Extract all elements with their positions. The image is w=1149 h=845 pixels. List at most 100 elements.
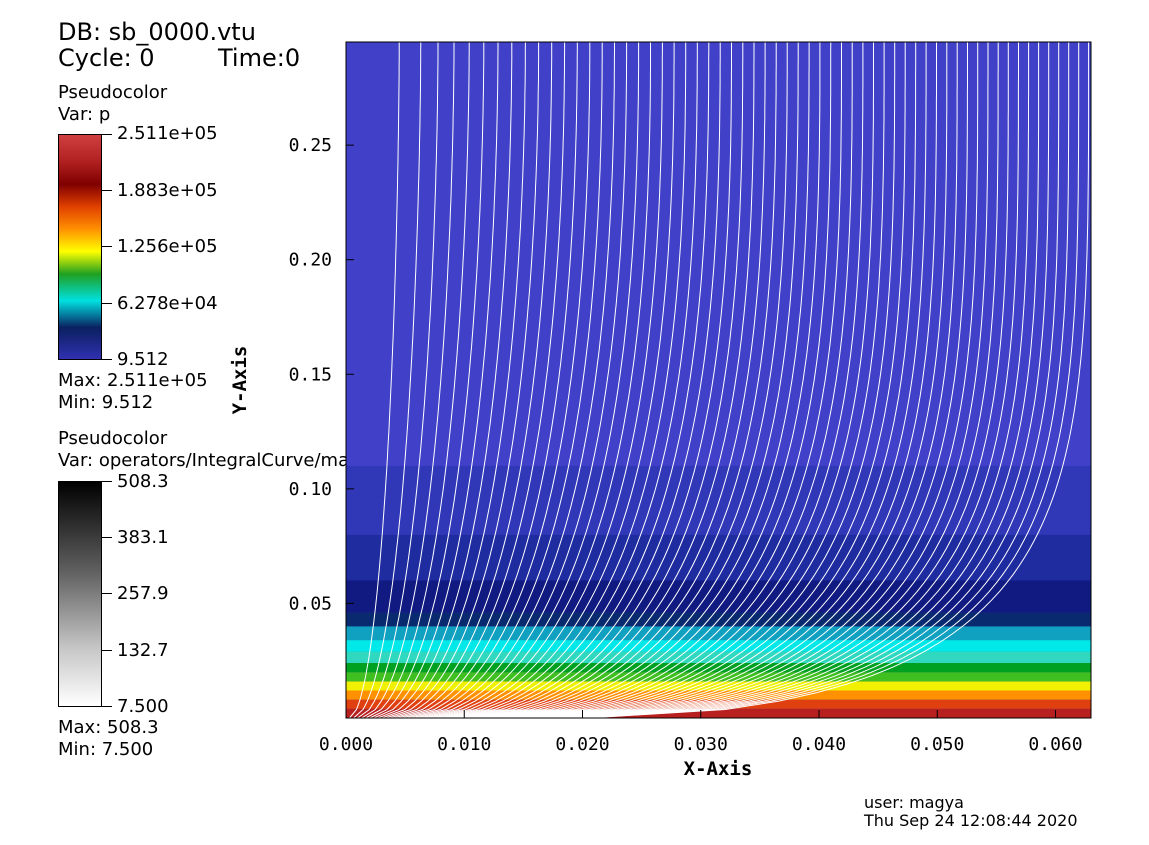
pressure-label: 9.512 — [117, 349, 169, 370]
integral-curve — [572, 42, 1050, 719]
integral-curve — [495, 42, 853, 719]
integral-curve — [402, 42, 591, 719]
integral-curve — [499, 42, 864, 719]
integral-curve — [523, 42, 927, 719]
integral-curve — [483, 42, 821, 719]
pressure-legend-title: Pseudocolor — [58, 82, 168, 103]
integral-curve — [564, 42, 1030, 719]
magfield-tick — [102, 481, 112, 482]
integral-curve — [511, 42, 896, 719]
x-tick-label: 0.040 — [792, 734, 846, 755]
integral-curve — [507, 42, 885, 719]
integral-curve — [458, 42, 755, 719]
pressure-label: 1.883e+05 — [117, 180, 218, 201]
magfield-label: 132.7 — [117, 640, 169, 661]
integral-curve — [584, 42, 1080, 719]
integral-curve — [560, 42, 1019, 719]
magfield-legend-var: Var: operators/IntegralCurve/magfield — [58, 450, 400, 471]
magfield-max: Max: 508.3 — [58, 717, 159, 738]
integral-curve — [406, 42, 603, 719]
pressure-tick — [102, 190, 112, 191]
pressure-band — [346, 626, 1091, 641]
pressure-band — [346, 708, 1091, 718]
x-tick-label: 0.060 — [1028, 734, 1082, 755]
pressure-label: 1.256e+05 — [117, 236, 218, 257]
integral-curve — [576, 42, 1060, 719]
integral-curve — [475, 42, 799, 719]
magfield-min: Min: 7.500 — [58, 739, 154, 760]
magfield-label: 7.500 — [117, 696, 169, 717]
integral-curve — [450, 42, 732, 719]
magfield-label: 508.3 — [117, 471, 169, 492]
integral-curve — [442, 42, 710, 719]
pressure-tick — [102, 246, 112, 247]
integral-curve — [531, 42, 948, 719]
integral-curve — [373, 42, 499, 719]
x-tick-label: 0.020 — [555, 734, 609, 755]
integral-curves — [349, 41, 1090, 719]
pressure-band — [346, 681, 1091, 691]
integral-curve — [446, 42, 721, 719]
integral-curve — [434, 42, 687, 719]
y-tick-label: 0.15 — [289, 364, 332, 385]
integral-curve — [466, 42, 777, 719]
integral-curve — [353, 41, 422, 719]
magfield-label: 257.9 — [117, 583, 169, 604]
pressure-tick — [102, 359, 112, 360]
integral-curve — [479, 42, 810, 719]
cycle-label: Cycle: 0 — [58, 44, 155, 72]
y-axis-label: Y-Axis — [229, 346, 251, 415]
magfield-tick — [102, 593, 112, 594]
integral-curve — [389, 42, 553, 719]
integral-curve — [369, 42, 485, 719]
integral-curve — [410, 42, 615, 719]
pressure-tick — [102, 303, 112, 304]
magfield-tick — [102, 537, 112, 538]
integral-curve — [527, 42, 937, 719]
integral-curve — [470, 42, 788, 719]
integral-curve — [377, 42, 513, 719]
pressure-band — [346, 651, 1091, 664]
integral-curve — [349, 42, 400, 719]
integral-curve — [462, 42, 766, 719]
integral-curve — [551, 42, 999, 719]
pressure-legend-var: Var: p — [58, 104, 111, 125]
user-label: user: magya — [864, 793, 964, 812]
pressure-tick — [102, 134, 112, 135]
y-tick-label: 0.25 — [289, 135, 332, 156]
integral-curve — [418, 42, 640, 719]
pressure-label: 2.511e+05 — [117, 123, 218, 144]
integral-curve — [568, 42, 1040, 719]
integral-curve — [535, 42, 958, 719]
integral-curve — [385, 42, 540, 719]
integral-curve — [539, 42, 968, 719]
integral-curve — [393, 42, 566, 719]
integral-curve — [381, 41, 526, 719]
integral-curve — [519, 42, 917, 719]
magfield-legend-title: Pseudocolor — [58, 428, 168, 449]
integral-curve — [503, 42, 874, 719]
integral-curve — [515, 42, 906, 719]
pressure-label: 6.278e+04 — [117, 293, 218, 314]
magfield-tick — [102, 650, 112, 651]
plot-frame — [345, 41, 1092, 719]
database-label: DB: sb_0000.vtu — [58, 18, 256, 46]
pressure-field — [346, 42, 1091, 718]
integral-curve — [397, 42, 578, 719]
axes: 0.000 0.010 0.020 0.030 0.040 0.050 0.060 0.05 0… — [289, 41, 1092, 755]
integral-curve — [491, 42, 842, 719]
integral-curve — [543, 42, 979, 719]
pressure-band — [346, 640, 1091, 652]
magfield-colorbar — [58, 481, 102, 707]
integral-curve — [438, 42, 698, 719]
pressure-min: Min: 9.512 — [58, 392, 154, 413]
date-label: Thu Sep 24 12:08:44 2020 — [864, 811, 1078, 830]
x-tick-label: 0.050 — [910, 734, 964, 755]
integral-curve — [422, 42, 651, 719]
integral-curve — [580, 42, 1070, 719]
x-tick-label: 0.010 — [437, 734, 491, 755]
integral-curve — [361, 42, 455, 719]
integral-curve — [547, 42, 989, 719]
pressure-colorbar — [58, 134, 102, 360]
